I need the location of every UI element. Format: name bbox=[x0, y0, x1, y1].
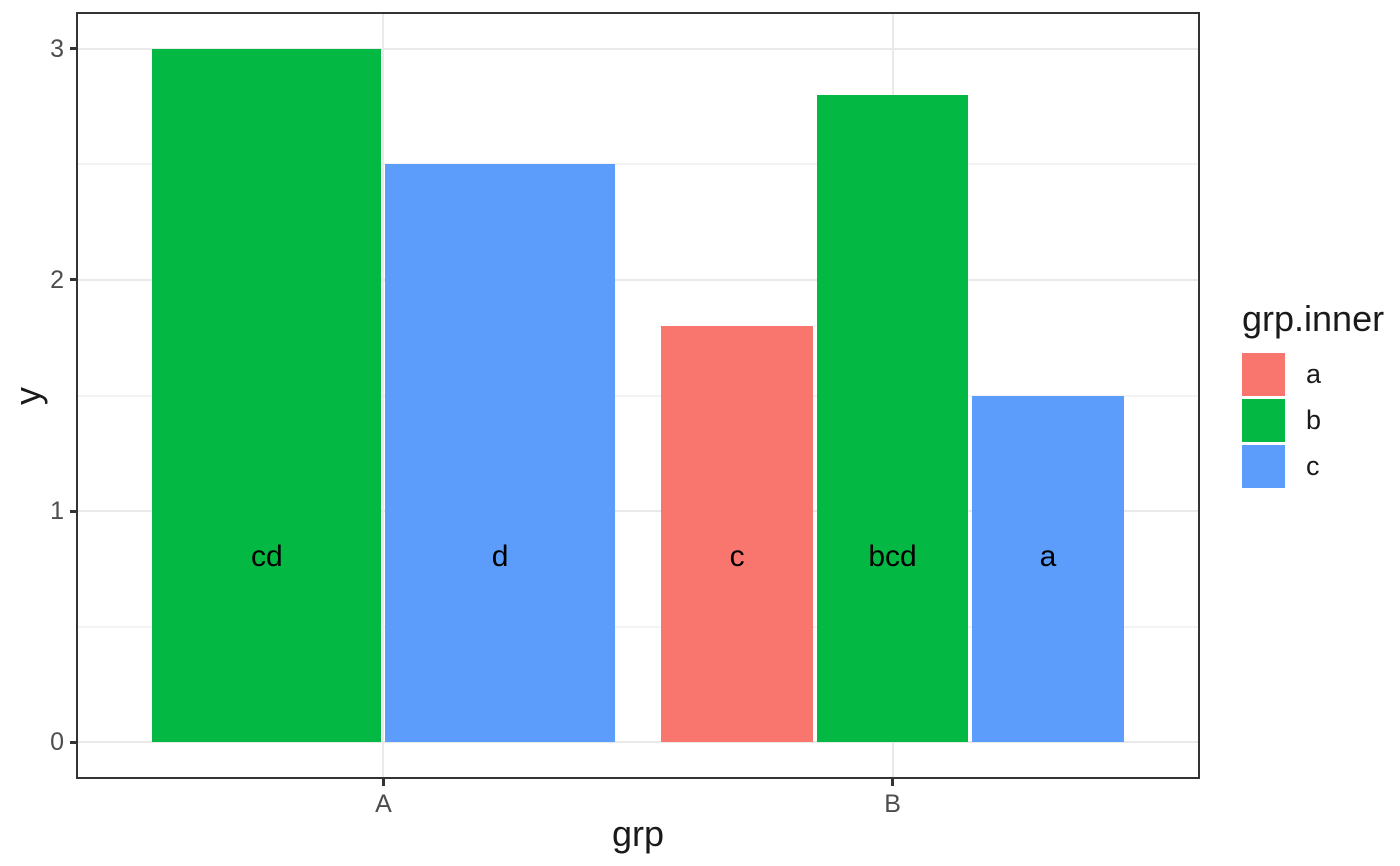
gridline-major-x bbox=[382, 14, 385, 777]
legend-key-swatch-c bbox=[1242, 445, 1285, 488]
legend-label: b bbox=[1306, 405, 1322, 435]
bar-A-c bbox=[385, 164, 615, 743]
y-tick-label: 2 bbox=[50, 265, 64, 294]
gridline-major-y bbox=[78, 510, 1198, 513]
x-tick-label: B bbox=[884, 790, 901, 818]
plot-panel: cd d c bcd a bbox=[76, 12, 1200, 779]
bar-label-B-a: c bbox=[729, 540, 745, 574]
y-tick-mark bbox=[70, 509, 78, 513]
y-tick-mark bbox=[70, 47, 78, 51]
y-axis-title: y bbox=[7, 387, 48, 405]
bar-label-A-c: d bbox=[491, 540, 509, 574]
x-tick-mark bbox=[891, 778, 895, 786]
gridline-minor-y bbox=[78, 163, 1198, 166]
legend-entry-b: b bbox=[1242, 399, 1384, 442]
legend-entry-a: a bbox=[1242, 353, 1384, 396]
legend-label: c bbox=[1306, 451, 1320, 481]
bar-label-B-c: a bbox=[1039, 540, 1057, 574]
y-tick-mark bbox=[70, 278, 78, 282]
x-axis-title: grp bbox=[611, 813, 665, 854]
gridline-major-y bbox=[78, 278, 1198, 281]
x-tick-mark bbox=[381, 778, 385, 786]
bar-B-b bbox=[816, 94, 969, 743]
bar-label-A-b: cd bbox=[251, 540, 283, 574]
y-tick-label: 1 bbox=[50, 497, 64, 526]
gridline-minor-y bbox=[78, 394, 1198, 397]
gridline-major-y bbox=[78, 47, 1198, 50]
bar-B-c bbox=[972, 395, 1124, 743]
y-tick-label: 3 bbox=[50, 34, 64, 63]
x-tick-label: A bbox=[375, 790, 392, 818]
gridline-minor-y bbox=[78, 625, 1198, 628]
bar-A-b bbox=[152, 48, 382, 743]
y-tick-mark bbox=[70, 740, 78, 744]
legend-label: a bbox=[1306, 359, 1322, 389]
gridline-major-y bbox=[78, 741, 1198, 744]
legend-key-swatch-b bbox=[1242, 399, 1285, 442]
legend-title: grp.inner bbox=[1242, 298, 1385, 339]
y-tick-label: 0 bbox=[50, 728, 64, 757]
bar-B-a bbox=[661, 326, 813, 743]
legend-entry-c: c bbox=[1242, 445, 1384, 488]
bar-label-B-b: bcd bbox=[868, 540, 917, 574]
legend-key-swatch-a bbox=[1242, 353, 1285, 396]
